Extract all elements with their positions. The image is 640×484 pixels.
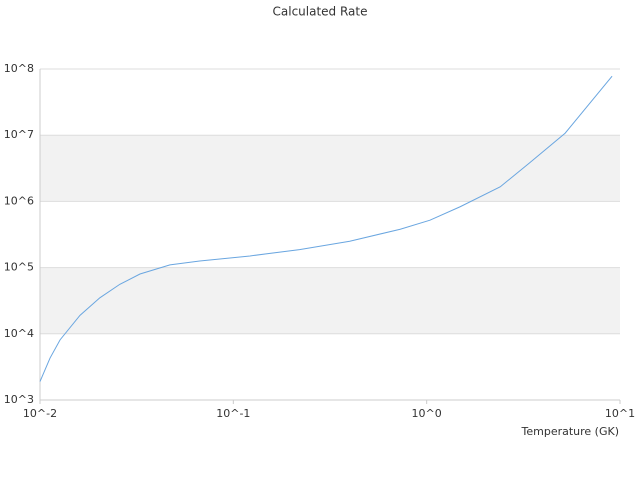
x-tick-label: 10^0 xyxy=(412,407,442,420)
x-tick-label: 10^-2 xyxy=(23,407,57,420)
x-tick-label: 10^-1 xyxy=(216,407,250,420)
band xyxy=(40,135,620,202)
y-tick-label: 10^3 xyxy=(4,393,34,406)
y-tick-label: 10^6 xyxy=(4,194,34,207)
chart-title: Calculated Rate xyxy=(273,5,368,19)
x-axis-label: Temperature (GK) xyxy=(521,425,620,438)
series-line xyxy=(39,75,613,382)
y-tick-label: 10^8 xyxy=(4,62,34,75)
y-tick-label: 10^4 xyxy=(4,327,34,340)
x-tick-label: 10^1 xyxy=(605,407,635,420)
y-tick-label: 10^5 xyxy=(4,261,34,274)
band xyxy=(40,267,620,334)
y-tick-label: 10^7 xyxy=(4,128,34,141)
